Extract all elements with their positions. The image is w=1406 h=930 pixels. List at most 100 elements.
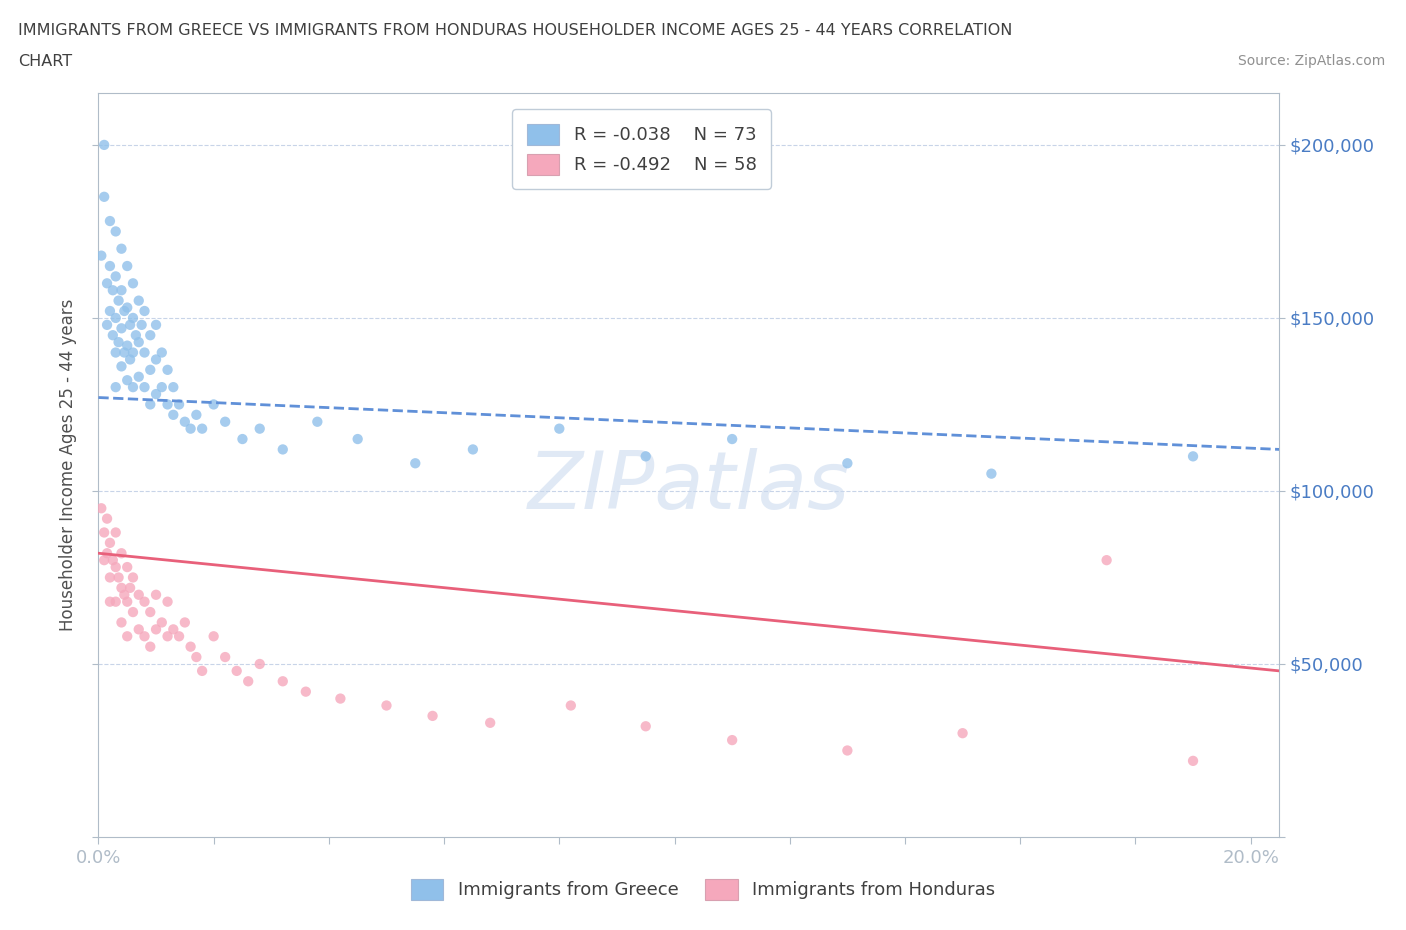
Point [112, 345, 135, 360]
Point [150, 615, 173, 630]
Point [1182, 449, 1205, 464]
Point [112, 588, 135, 603]
Point [134, 345, 156, 360]
Point [139, 363, 162, 378]
Point [134, 594, 156, 609]
Point [98, 259, 121, 273]
Point [90, 248, 112, 263]
Legend: R = -0.038    N = 73, R = -0.492    N = 58: R = -0.038 N = 73, R = -0.492 N = 58 [512, 110, 770, 189]
Point [120, 317, 142, 332]
Point [104, 379, 127, 394]
Point [145, 352, 167, 367]
Point [156, 363, 179, 378]
Point [104, 224, 127, 239]
Point [115, 300, 138, 315]
Point [122, 379, 145, 394]
Point [101, 552, 124, 567]
Text: Source: ZipAtlas.com: Source: ZipAtlas.com [1237, 54, 1385, 68]
Point [202, 629, 225, 644]
Point [191, 421, 214, 436]
Point [115, 259, 138, 273]
Point [225, 663, 247, 678]
Point [238, 674, 260, 689]
Point [404, 456, 426, 471]
Point [110, 241, 132, 256]
Point [186, 407, 208, 422]
Point [1182, 753, 1205, 768]
Point [156, 397, 179, 412]
Point [634, 449, 657, 464]
Text: IMMIGRANTS FROM GREECE VS IMMIGRANTS FROM HONDURAS HOUSEHOLDER INCOME AGES 25 - : IMMIGRANTS FROM GREECE VS IMMIGRANTS FRO… [18, 23, 1012, 38]
Point [115, 594, 138, 609]
Point [329, 691, 352, 706]
Point [110, 283, 132, 298]
Point [375, 698, 398, 713]
Point [93, 552, 115, 567]
Point [93, 190, 115, 205]
Point [101, 327, 124, 342]
Point [180, 421, 202, 436]
Point [96, 512, 118, 526]
Point [98, 303, 121, 318]
Point [128, 369, 150, 384]
Point [145, 317, 167, 332]
Point [110, 546, 132, 561]
Point [560, 698, 582, 713]
Point [837, 456, 859, 471]
Text: CHART: CHART [18, 54, 72, 69]
Point [110, 580, 132, 595]
Point [180, 639, 202, 654]
Point [307, 414, 329, 429]
Point [104, 594, 127, 609]
Point [231, 432, 253, 446]
Point [112, 303, 135, 318]
Point [162, 379, 184, 394]
Point [422, 709, 444, 724]
Y-axis label: Householder Income Ages 25 - 44 years: Householder Income Ages 25 - 44 years [59, 299, 77, 631]
Point [721, 432, 744, 446]
Point [952, 725, 974, 740]
Point [115, 339, 138, 353]
Point [107, 570, 129, 585]
Point [128, 588, 150, 603]
Point [980, 466, 1002, 481]
Point [110, 321, 132, 336]
Point [90, 501, 112, 516]
Point [139, 604, 162, 619]
Point [115, 560, 138, 575]
Point [104, 525, 127, 540]
Point [156, 594, 179, 609]
Point [107, 335, 129, 350]
Point [96, 317, 118, 332]
Point [461, 442, 484, 457]
Point [120, 580, 142, 595]
Point [167, 629, 190, 644]
Point [150, 379, 173, 394]
Point [145, 387, 167, 402]
Text: ZIPatlas: ZIPatlas [527, 448, 851, 526]
Point [173, 615, 195, 630]
Point [295, 684, 318, 699]
Point [98, 594, 121, 609]
Point [128, 622, 150, 637]
Point [96, 276, 118, 291]
Point [98, 570, 121, 585]
Point [162, 407, 184, 422]
Point [346, 432, 368, 446]
Point [139, 327, 162, 342]
Point [634, 719, 657, 734]
Point [186, 650, 208, 665]
Point [145, 622, 167, 637]
Point [115, 373, 138, 388]
Point [96, 546, 118, 561]
Point [110, 359, 132, 374]
Point [191, 663, 214, 678]
Point [214, 414, 236, 429]
Point [479, 715, 502, 730]
Point [249, 421, 271, 436]
Point [120, 352, 142, 367]
Point [93, 138, 115, 153]
Point [104, 311, 127, 325]
Point [128, 293, 150, 308]
Point [139, 397, 162, 412]
